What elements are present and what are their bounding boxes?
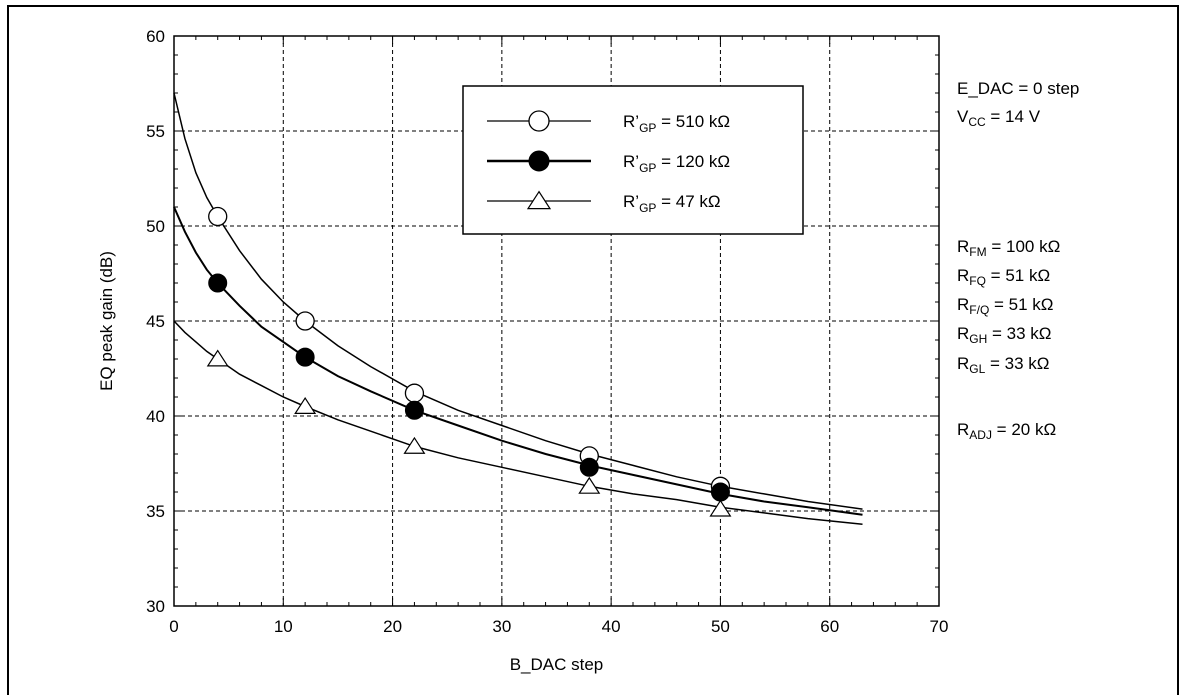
annotation-rfm-sub: FM [969,245,987,259]
annotation-radj-main: R [957,420,970,439]
figure-frame [7,5,1179,695]
data-point-series-3 [578,476,601,494]
annotation-vcc-rest: = 14 V [985,107,1041,126]
annotation-rgh-main: R [957,324,970,343]
legend-marker-2 [528,150,550,172]
annotation-edac: E_DAC = 0 step [957,79,1079,99]
x-tick-label: 40 [602,617,621,636]
data-point-series-1 [295,311,315,331]
annotation-vcc: VCC = 14 V [957,107,1040,129]
annotation-rgl-rest: = 33 kΩ [985,354,1050,373]
y-tick-label: 45 [146,312,165,331]
legend-marker-3 [526,190,552,210]
series-curve-2 [173,206,863,516]
annotation-rfm: RFM = 100 kΩ [957,237,1060,259]
annotation-rfq-rest: = 51 kΩ [985,266,1051,285]
x-tick-label: 60 [820,617,839,636]
x-tick-label: 30 [492,617,511,636]
x-tick-label: 70 [930,617,949,636]
annotation-rfm-rest: = 100 kΩ [986,237,1061,256]
data-point-series-1 [208,206,228,227]
data-point-series-1 [404,383,425,403]
legend-label-3: R’GP = 47 kΩ [623,192,721,215]
legend-label-2: R’GP = 120 kΩ [623,152,730,175]
annotation-radj-sub: ADJ [969,428,992,442]
y-tick-label: 40 [146,407,165,426]
series-curve-3 [173,320,863,526]
annotation-rgh-sub: GH [969,332,988,346]
data-point-series-2 [208,273,228,293]
annotation-rfslq-main: R [957,295,970,314]
x-tick-label: 50 [711,617,730,636]
series-markers [206,206,732,517]
annotation-radj: RADJ = 20 kΩ [957,420,1056,442]
annotation-vcc-main: V [957,107,969,126]
annotation-radj-rest: = 20 kΩ [991,420,1057,439]
data-point-series-2 [710,482,730,502]
series-curve-1 [173,92,863,510]
annotation-edac-text: E_DAC = 0 step [957,79,1080,98]
annotation-rfslq-sub: F/Q [969,303,990,317]
data-point-series-2 [295,347,315,367]
annotation-rgl-main: R [957,354,970,373]
annotation-rfslq-rest: = 51 kΩ [989,295,1054,314]
y-tick-label: 30 [146,597,165,616]
x-tick-label: 10 [274,617,293,636]
legend-label-1: R’GP = 510 kΩ [623,112,730,135]
y-axis-label: EQ peak gain (dB) [97,251,116,391]
annotation-rfslq: RF/Q = 51 kΩ [957,295,1054,317]
annotation-vcc-sub: CC [968,115,986,129]
annotation-rgh: RGH = 33 kΩ [957,324,1052,346]
annotation-rfq-sub: FQ [969,274,986,288]
annotation-rfq: RFQ = 51 kΩ [957,266,1050,288]
data-point-series-2 [579,457,599,477]
annotation-rgl: RGL = 33 kΩ [957,354,1050,376]
y-tick-label: 55 [146,122,165,141]
x-axis-label: B_DAC step [510,655,604,674]
data-point-series-3 [709,499,732,517]
x-tick-label: 20 [383,617,402,636]
annotation-rfq-main: R [957,266,970,285]
y-tick-label: 35 [146,502,165,521]
y-tick-label: 50 [146,217,165,236]
annotation-rgl-sub: GL [969,362,986,376]
legend: R’GP = 510 kΩ R’GP = 120 kΩ R’GP = 47 kΩ [462,85,804,235]
annotation-rfm-main: R [957,237,970,256]
x-tick-label: 0 [169,617,178,636]
data-point-series-3 [403,436,426,454]
y-tick-label: 60 [146,27,165,46]
data-point-series-3 [206,349,229,367]
tick-labels: 0 10 20 30 40 50 60 70 30 35 40 45 50 55 60 [146,27,948,636]
data-point-series-2 [404,400,424,420]
data-point-series-3 [294,396,317,414]
legend-marker-1 [528,110,550,132]
annotation-rgh-rest: = 33 kΩ [987,324,1052,343]
